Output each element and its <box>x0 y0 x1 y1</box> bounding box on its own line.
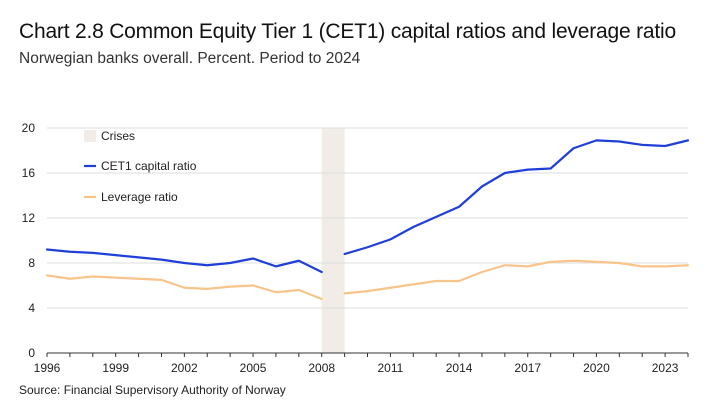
legend-label-cet1: CET1 capital ratio <box>101 159 197 173</box>
legend-swatch-crises <box>84 130 96 142</box>
axes: 0 4 8 12 16 20 1996 1999 2002 2005 2008 2011 2014 201… <box>22 121 689 375</box>
x-tick-label: 1999 <box>102 361 129 375</box>
x-tick-label: 2020 <box>583 361 610 375</box>
x-tick-label: 2005 <box>240 361 267 375</box>
series-layer <box>45 139 690 301</box>
y-tick-label: 8 <box>28 256 35 270</box>
x-tick-label: 2008 <box>308 361 335 375</box>
x-tick-label: 2017 <box>514 361 541 375</box>
chart-title: Chart 2.8 Common Equity Tier 1 (CET1) ca… <box>19 20 676 43</box>
chart-subtitle: Norwegian banks overall. Percent. Period… <box>19 50 361 67</box>
series-line-cet1 <box>45 248 323 274</box>
x-tick-label: 2011 <box>377 361 403 375</box>
x-tick-label: 1996 <box>34 361 61 375</box>
y-tick-label: 4 <box>28 301 35 315</box>
crisis-band <box>321 128 345 353</box>
y-tick-label: 0 <box>28 346 35 360</box>
legend-label-leverage: Leverage ratio <box>101 190 178 204</box>
gridlines <box>47 127 688 309</box>
series-line-leverage <box>45 274 323 301</box>
y-tick-label: 20 <box>22 121 36 135</box>
y-tick-label: 12 <box>22 211 36 225</box>
series-line-leverage <box>343 259 690 295</box>
x-tick-label: 2002 <box>171 361 198 375</box>
x-tick-label: 2014 <box>446 361 473 375</box>
x-tick-label: 2023 <box>652 361 679 375</box>
source-note: Source: Financial Supervisory Authority … <box>19 383 286 397</box>
legend-label-crises: Crises <box>101 129 135 143</box>
legend: Crises CET1 capital ratio Leverage ratio <box>84 129 197 204</box>
series-line-cet1 <box>343 139 690 256</box>
crises-layer <box>321 128 345 353</box>
y-tick-label: 16 <box>22 166 36 180</box>
